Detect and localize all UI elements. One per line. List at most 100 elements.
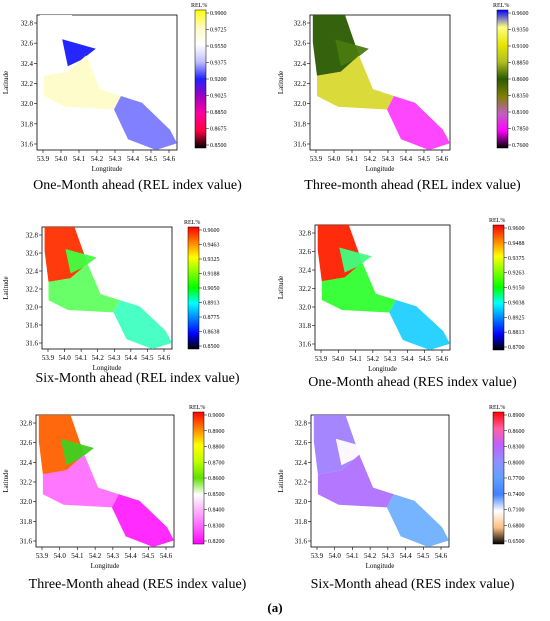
colorbar-tick-label: 0.8850 — [512, 61, 529, 67]
colorbar-tick-label: 0.8700 — [508, 345, 525, 351]
colorbar-tick-label: 0.9200 — [210, 77, 227, 83]
y-axis-label: Latitude — [277, 276, 285, 299]
x-tick-label: 54.5 — [418, 155, 431, 163]
x-tick-label: 54.3 — [108, 354, 121, 362]
y-tick-label: 31.8 — [26, 322, 39, 330]
y-tick-label: 31.8 — [294, 120, 307, 128]
x-tick-label: 54.3 — [107, 552, 120, 560]
colorbar-tick-label: 0.8500 — [208, 492, 225, 498]
y-tick-label: 32.0 — [294, 100, 307, 108]
x-tick-label: 54.6 — [163, 155, 176, 163]
x-tick-label: 53.9 — [42, 354, 55, 362]
y-tick-label: 31.6 — [20, 538, 33, 546]
panel-caption: Six-Month ahead (REL index value) — [35, 371, 240, 386]
y-tick-label: 32.2 — [26, 286, 39, 294]
zone-south-east — [375, 293, 450, 350]
y-tick-label: 32.8 — [294, 20, 307, 28]
y-tick-label: 32.2 — [295, 479, 308, 487]
x-axis-label: Longitude — [91, 562, 120, 570]
x-tick-label: 54.5 — [141, 354, 154, 362]
zone-blob — [62, 39, 96, 67]
x-tick-label: 54.6 — [158, 354, 171, 362]
contour-map-rel-one-month: 53.9 54.0 54.1 54.2 54.3 54.4 54.5 54.6 32.8 32.6… — [2, 3, 227, 173]
colorbar-tick-label: 0.9188 — [203, 272, 220, 278]
zone-south-east — [100, 294, 172, 349]
colorbar-tick-label: 0.8600 — [508, 429, 525, 435]
x-tick-label: 54.5 — [142, 552, 155, 560]
colorbar-tick-label: 0.8925 — [508, 315, 525, 321]
x-tick-label: 54.3 — [382, 155, 395, 163]
zone-south-east — [373, 487, 449, 547]
y-axis-label: Latitude — [277, 71, 285, 94]
y-axis-label: Latitude — [277, 469, 285, 492]
colorbar-title: REL% — [489, 218, 505, 224]
colorbar — [496, 9, 509, 149]
y-axis-label: Latitude — [2, 71, 10, 94]
contour-map-res-six-month: 53.9 54.0 54.1 54.2 54.3 54.4 54.5 54.6 32.8 32.6… — [277, 405, 525, 570]
colorbar-tick-label: 0.8700 — [208, 460, 225, 466]
x-tick-label: 54.0 — [328, 155, 341, 163]
colorbar-tick-label: 0.8800 — [208, 445, 225, 451]
zone-blob — [60, 438, 94, 466]
y-tick-label: 31.8 — [299, 322, 312, 330]
colorbar-tick-label: 0.9375 — [210, 61, 227, 67]
x-axis-label: Longtitude — [92, 165, 123, 173]
x-tick-label: 54.2 — [367, 355, 380, 363]
x-tick-label: 54.3 — [384, 355, 397, 363]
colorbar-tick-label: 0.9600 — [508, 226, 525, 232]
y-tick-label: 32.8 — [299, 230, 312, 238]
colorbar-tick-label: 0.8200 — [208, 539, 225, 545]
x-axis-label: Longitude — [366, 562, 395, 570]
x-tick-label: 54.1 — [73, 155, 86, 163]
x-tick-label: 53.9 — [36, 552, 49, 560]
x-tick-label: 54.6 — [435, 552, 448, 560]
colorbar-tick-label: 0.9050 — [203, 286, 220, 292]
x-tick-label: 54.4 — [125, 354, 138, 362]
colorbar-tick-label: 0.7400 — [508, 492, 525, 498]
x-tick-label: 54.1 — [346, 155, 359, 163]
x-tick-label: 54.0 — [58, 354, 71, 362]
colorbar-title: REL% — [189, 405, 205, 411]
colorbar-tick-label: 0.8900 — [208, 429, 225, 435]
contour-map-res-one-month: 53.9 54.0 54.1 54.2 54.3 54.4 54.5 54.6 32.8 32.6… — [277, 218, 525, 373]
y-tick-label: 32.6 — [299, 248, 312, 256]
x-tick-label: 54.5 — [417, 552, 430, 560]
zone-blob — [335, 438, 369, 466]
x-tick-label: 54.1 — [75, 354, 88, 362]
colorbar — [492, 224, 505, 351]
colorbar-tick-label: 0.9600 — [512, 11, 529, 17]
y-tick-label: 31.6 — [21, 141, 34, 149]
map-panel-rel-one-month: 53.9 54.0 54.1 54.2 54.3 54.4 54.5 54.6 32.8 32.6… — [0, 0, 275, 207]
panel-caption: Six-Month ahead (RES index value) — [310, 577, 515, 592]
colorbar — [187, 226, 200, 350]
panel-caption: One-Month ahead (RES index value) — [308, 375, 517, 390]
colorbar-tick-label: 0.9600 — [203, 228, 220, 234]
x-tick-label: 54.2 — [89, 552, 102, 560]
y-tick-label: 32.2 — [21, 80, 34, 88]
colorbar-tick-label: 0.8638 — [203, 330, 220, 336]
colorbar-tick-label: 0.8850 — [210, 110, 227, 116]
colorbar — [192, 411, 205, 545]
colorbar-tick-label: 0.9900 — [210, 11, 227, 17]
contour-map-rel-three-month: 53.9 54.0 54.1 54.2 54.3 54.4 54.5 54.6 32.8 32.6… — [277, 3, 529, 173]
x-tick-label: 54.6 — [160, 552, 173, 560]
y-tick-label: 32.2 — [299, 285, 312, 293]
colorbar-tick-label: 0.8675 — [210, 127, 227, 133]
y-tick-label: 32.4 — [26, 268, 39, 276]
y-tick-label: 31.6 — [295, 538, 308, 546]
colorbar-title: REL% — [493, 3, 509, 9]
map-panel-res-three-month: 53.9 54.0 54.1 54.2 54.3 54.4 54.5 54.6 32.8 32.6… — [0, 400, 275, 607]
y-tick-label: 32.2 — [294, 80, 307, 88]
colorbar-tick-label: 0.6500 — [508, 539, 525, 545]
y-tick-label: 32.4 — [20, 459, 33, 467]
colorbar-tick-label: 0.9375 — [508, 256, 525, 262]
colorbar-tick-label: 0.8500 — [203, 344, 220, 350]
x-tick-label: 54.0 — [329, 552, 342, 560]
colorbar-tick-label: 0.8775 — [203, 315, 220, 321]
zone-south-east — [100, 89, 177, 150]
zone-south-east — [373, 89, 450, 150]
x-tick-label: 54.1 — [349, 355, 362, 363]
zone-middle — [317, 454, 394, 508]
zone-middle — [321, 262, 396, 313]
colorbar-tick-label: 0.9325 — [203, 257, 220, 263]
